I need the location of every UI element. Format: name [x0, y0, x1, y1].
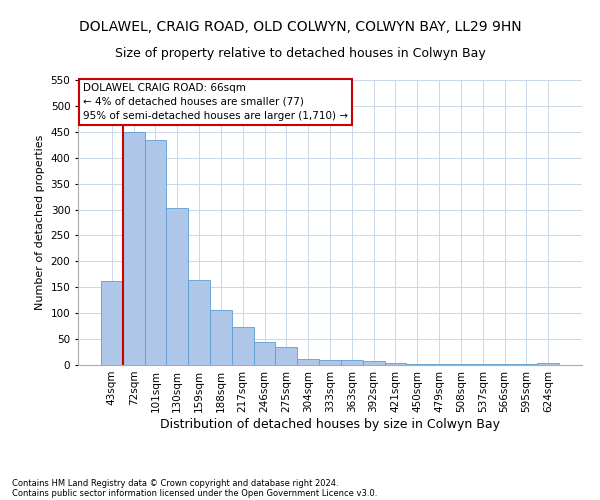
Bar	[188, 280, 210, 365]
Bar	[232, 326, 254, 365]
Bar	[406, 364, 428, 365]
Bar	[385, 363, 406, 365]
Text: Size of property relative to detached houses in Colwyn Bay: Size of property relative to detached ho…	[115, 48, 485, 60]
Bar	[275, 348, 297, 365]
Bar	[254, 342, 275, 365]
Bar	[363, 361, 385, 365]
Text: DOLAWEL, CRAIG ROAD, OLD COLWYN, COLWYN BAY, LL29 9HN: DOLAWEL, CRAIG ROAD, OLD COLWYN, COLWYN …	[79, 20, 521, 34]
Text: DOLAWEL CRAIG ROAD: 66sqm
← 4% of detached houses are smaller (77)
95% of semi-d: DOLAWEL CRAIG ROAD: 66sqm ← 4% of detach…	[83, 83, 348, 121]
Text: Contains public sector information licensed under the Open Government Licence v3: Contains public sector information licen…	[12, 488, 377, 498]
Bar	[145, 140, 166, 365]
Y-axis label: Number of detached properties: Number of detached properties	[35, 135, 45, 310]
Bar	[515, 364, 537, 365]
Bar	[537, 363, 559, 365]
Bar	[210, 310, 232, 365]
Bar	[297, 360, 319, 365]
Bar	[341, 360, 363, 365]
Bar	[123, 132, 145, 365]
Bar	[319, 360, 341, 365]
Bar	[101, 280, 123, 365]
Bar	[494, 364, 515, 365]
Bar	[450, 364, 472, 365]
Bar	[428, 364, 450, 365]
Text: Contains HM Land Registry data © Crown copyright and database right 2024.: Contains HM Land Registry data © Crown c…	[12, 478, 338, 488]
Bar	[166, 208, 188, 365]
Bar	[472, 364, 494, 365]
X-axis label: Distribution of detached houses by size in Colwyn Bay: Distribution of detached houses by size …	[160, 418, 500, 430]
